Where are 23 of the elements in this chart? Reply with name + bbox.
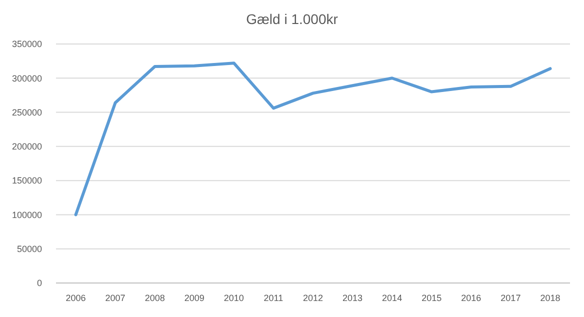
x-tick-label: 2016 bbox=[461, 293, 482, 303]
y-tick-label: 0 bbox=[36, 278, 42, 288]
x-tick-label: 2013 bbox=[342, 293, 363, 303]
y-tick-label: 200000 bbox=[12, 142, 42, 152]
y-tick-label: 250000 bbox=[12, 107, 42, 118]
y-tick-label: 50000 bbox=[16, 244, 42, 254]
chart-title: Gæld i 1.000kr bbox=[246, 11, 338, 27]
x-tick-label: 2008 bbox=[144, 293, 165, 303]
x-tick-label: 2018 bbox=[540, 293, 560, 303]
y-tick-label: 300000 bbox=[12, 73, 42, 84]
y-tick-label: 100000 bbox=[12, 210, 42, 220]
x-tick-label: 2007 bbox=[105, 293, 126, 303]
y-tick-label: 150000 bbox=[12, 176, 42, 186]
x-tick-label: 2010 bbox=[224, 293, 244, 303]
x-tick-label: 2012 bbox=[302, 293, 324, 303]
x-tick-label: 2014 bbox=[382, 293, 402, 303]
line-series bbox=[74, 62, 552, 216]
x-tick-label: 2006 bbox=[66, 293, 86, 303]
x-tick-label: 2011 bbox=[264, 293, 284, 303]
x-tick-label: 2017 bbox=[500, 293, 521, 303]
y-tick-label: 350000 bbox=[12, 39, 42, 50]
x-tick-label: 2009 bbox=[184, 293, 204, 303]
x-tick-label: 2015 bbox=[422, 293, 442, 303]
